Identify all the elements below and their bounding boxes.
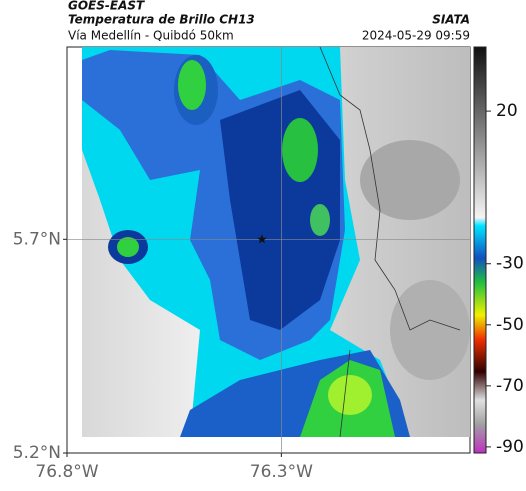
subtitle: Vía Medellín - Quibdó 50km xyxy=(68,29,234,43)
colorbar-tick-label: -50 xyxy=(496,315,524,335)
colorbar-tick-label: -30 xyxy=(496,254,524,274)
y-tick-label: 5.2°N xyxy=(13,443,61,463)
source: SIATA xyxy=(432,13,470,27)
colorbar xyxy=(473,46,487,454)
colorbar-tick-label: 20 xyxy=(496,101,518,121)
colorbar-tick-label: -70 xyxy=(496,376,524,396)
x-tick-label: 76.3°W xyxy=(250,462,313,482)
colorbar-tick-label: -90 xyxy=(496,437,524,457)
satellite-image xyxy=(82,47,470,437)
product: GOES-EAST xyxy=(68,0,145,13)
city-marker: ★ xyxy=(256,233,268,248)
x-tick-label: 76.8°W xyxy=(35,462,98,482)
y-tick-label: 5.7°N xyxy=(13,229,61,249)
title: Temperatura de Brillo CH13 xyxy=(68,13,255,27)
datetime: 2024-05-29 09:59 xyxy=(362,29,470,43)
